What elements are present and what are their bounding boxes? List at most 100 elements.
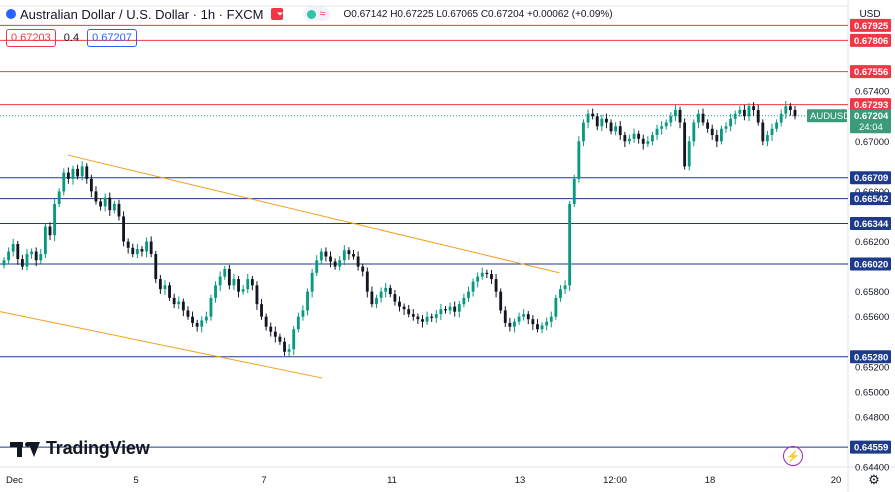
candle-body (237, 279, 240, 292)
candle-body (724, 126, 728, 129)
candle-body (710, 128, 714, 136)
symbol-tag (807, 109, 847, 123)
candle-body (563, 285, 567, 290)
level-price-label: 0.67556 (854, 67, 888, 78)
candle-body (186, 310, 190, 317)
candle-body (531, 319, 535, 325)
candle-body (448, 306, 452, 311)
candle-body (761, 122, 765, 142)
candle-body (319, 251, 323, 261)
candle-body (513, 321, 516, 327)
y-tick-label: 0.67400 (855, 87, 889, 98)
candle-body (664, 122, 668, 127)
y-tick-label: 0.65800 (855, 287, 889, 298)
candle-body (306, 291, 309, 311)
candle-body (467, 291, 470, 298)
candle-body (112, 203, 116, 211)
candle-body (522, 314, 526, 317)
candle-body (411, 314, 415, 317)
candle-body (582, 122, 585, 142)
candle-body (283, 341, 286, 352)
candle-body (370, 291, 374, 305)
candle-body (439, 309, 443, 315)
candle-body (434, 314, 438, 318)
candle-body (338, 260, 342, 267)
candle-body (696, 113, 700, 123)
lightning-icon[interactable]: ⚡ (783, 446, 803, 466)
candle-body (122, 216, 125, 242)
level-price-label: 0.66020 (854, 260, 888, 271)
candle-body (140, 249, 144, 252)
candle-body (729, 118, 733, 127)
candle-body (425, 316, 429, 322)
candle-body (232, 279, 236, 286)
y-tick-label: 0.67000 (855, 137, 889, 148)
candle-body (526, 314, 530, 320)
flag-icon[interactable] (271, 8, 284, 20)
candle-body (246, 279, 250, 290)
level-price-tag (850, 98, 891, 112)
candle-body (375, 297, 378, 305)
horizontal-levels (0, 24, 848, 448)
candle-body (683, 122, 687, 167)
candle-body (614, 126, 618, 132)
candle-body (89, 178, 93, 192)
candle-body (214, 285, 217, 298)
candle-body (655, 128, 659, 136)
candle-body (34, 251, 38, 261)
candle-body (76, 168, 80, 177)
wave-icon: ≈ (319, 8, 326, 20)
candle-body (250, 279, 254, 286)
candle-body (301, 310, 305, 317)
y-tick-label: 0.65000 (855, 387, 889, 398)
level-price-tag (850, 350, 891, 364)
ask-button[interactable]: 0.67207 (87, 29, 137, 47)
candle-body (499, 291, 503, 311)
candle-body (347, 250, 351, 255)
candle-body (471, 281, 475, 292)
candle-body (30, 251, 34, 255)
candle-body (273, 331, 277, 337)
bid-button[interactable]: 0.67203 (6, 29, 56, 47)
candle-body (678, 109, 682, 123)
tradingview-logo-icon (10, 440, 40, 458)
market-open-icon (307, 9, 317, 19)
candle-body (384, 287, 388, 292)
chart-title[interactable]: Australian Dollar / U.S. Dollar · 1h · F… (20, 6, 264, 22)
candle-body (71, 168, 75, 179)
candle-body (430, 316, 434, 318)
channel-line (67, 154, 560, 274)
brand-name: TradingView (46, 438, 150, 458)
candle-body (577, 141, 581, 179)
candle-body (779, 113, 783, 123)
settings-gear-icon[interactable]: ⚙ (868, 472, 880, 487)
market-status-pill[interactable]: ≈ (303, 7, 330, 21)
candle-body (260, 304, 263, 317)
candle-body (453, 306, 457, 312)
candle-body (7, 251, 11, 261)
candle-body (25, 254, 29, 267)
candle-body (540, 325, 544, 330)
candle-body (204, 316, 208, 321)
candle-body (292, 329, 296, 350)
channel-line (0, 311, 323, 379)
level-price-tag (850, 257, 891, 271)
candle-body (324, 251, 328, 257)
candle-body (651, 135, 654, 142)
candle-body (765, 135, 769, 142)
candle-body (549, 316, 553, 322)
level-price-label: 0.64559 (854, 443, 888, 454)
candle-body (223, 269, 227, 277)
level-price-tag (850, 33, 891, 47)
candle-body (16, 244, 20, 260)
candle-body (545, 321, 549, 326)
candle-body (628, 138, 631, 142)
candle-body (365, 271, 369, 292)
candle-body (356, 256, 360, 267)
candle-body (209, 297, 213, 317)
tradingview-logo[interactable]: TradingView (10, 438, 150, 459)
candle-body (485, 272, 489, 275)
currency-selector[interactable]: USD (859, 8, 881, 20)
candle-body (393, 294, 397, 302)
